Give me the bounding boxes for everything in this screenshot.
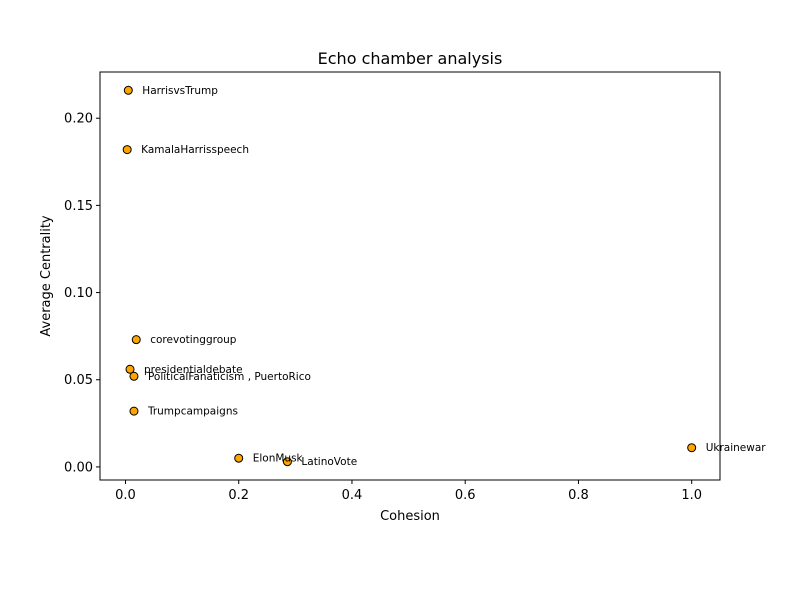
point-label: Trumpcampaigns	[147, 406, 238, 418]
scatter-point	[122, 145, 132, 155]
scatter-point	[123, 85, 133, 95]
plot-area	[99, 71, 721, 481]
point-label: LatinoVote	[301, 456, 357, 468]
point-label: presidentialdebate	[144, 364, 243, 376]
x-tick-label: 0.0	[115, 488, 136, 503]
scatter-point	[129, 371, 139, 381]
scatter-point	[129, 406, 139, 416]
point-label: PoliticalFanaticism , PuertoRico	[148, 371, 311, 383]
x-tick-label: 0.2	[228, 488, 249, 503]
x-tick-label: 0.4	[342, 488, 363, 503]
scatter-point	[131, 335, 141, 345]
scatter-point	[687, 443, 697, 453]
y-tick-label: 0.15	[64, 199, 93, 214]
y-tick-label: 0.00	[64, 460, 93, 475]
point-label: KamalaHarrisspeech	[141, 144, 249, 156]
x-axis-label: Cohesion	[380, 509, 440, 524]
scatter-points	[122, 85, 697, 467]
y-axis-label: Average Centrality	[39, 215, 54, 337]
point-label: HarrisvsTrump	[142, 85, 218, 97]
y-tick-label: 0.20	[64, 112, 93, 127]
y-tick-label: 0.10	[64, 286, 93, 301]
y-tick-label: 0.05	[64, 373, 93, 388]
point-labels: HarrisvsTrump KamalaHarrisspeech corevotin…	[141, 85, 766, 468]
scatter-point	[234, 453, 244, 463]
point-label: ElonMusk	[253, 453, 304, 465]
scatter-point	[125, 364, 135, 374]
point-label: Ukrainewar	[706, 442, 767, 454]
scatter-point	[282, 457, 292, 467]
x-tick-label: 0.6	[455, 488, 476, 503]
y-axis-ticks: 0.00 0.05 0.10 0.15 0.20	[64, 112, 100, 475]
x-axis-ticks: 0.0 0.2 0.4 0.6 0.8 1.0	[115, 480, 702, 503]
x-tick-label: 1.0	[681, 488, 702, 503]
x-tick-label: 0.8	[568, 488, 589, 503]
chart-title: Echo chamber analysis	[318, 49, 503, 68]
point-label: corevotinggroup	[150, 334, 237, 346]
